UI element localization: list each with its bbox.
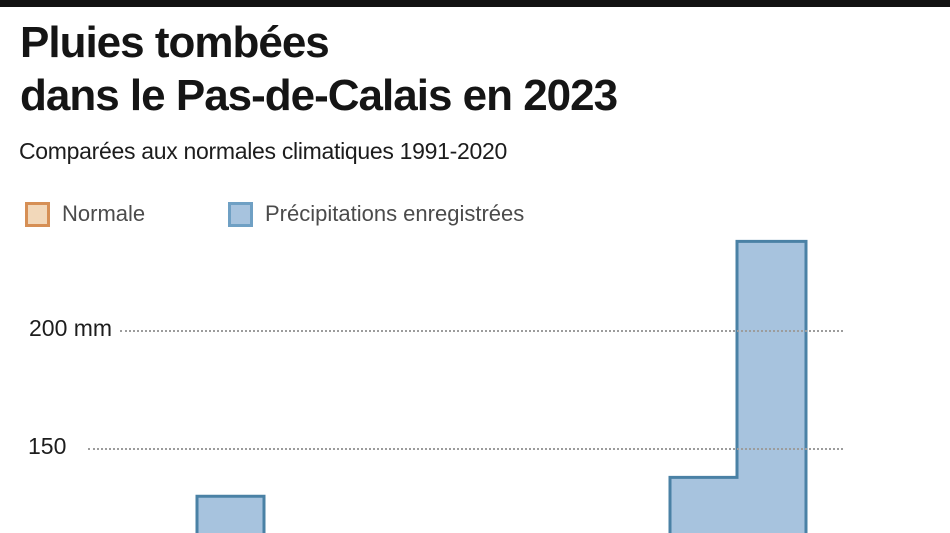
chart-title: Pluies tombées dans le Pas-de-Calais en … [20, 16, 618, 122]
chart-title-line2: dans le Pas-de-Calais en 2023 [20, 71, 618, 120]
y-gridline-150 [88, 448, 843, 450]
chart-subtitle: Comparées aux normales climatiques 1991-… [19, 138, 507, 164]
top-accent-bar [0, 0, 950, 7]
precipitation-segment-left [195, 494, 266, 533]
legend-label-recorded-precipitation: Précipitations enregistrées [265, 201, 525, 226]
chart-title-line1: Pluies tombées [20, 18, 330, 67]
y-gridline-200 [120, 330, 843, 332]
legend-item-normale: Normale [25, 201, 145, 227]
legend-item-recorded-precipitation: Précipitations enregistrées [228, 201, 524, 227]
y-axis-label-200mm: 200 mm [29, 315, 113, 341]
legend-label-normale: Normale [62, 201, 146, 226]
legend-swatch-recorded-precipitation [228, 201, 253, 227]
precipitation-segment-right [668, 239, 808, 533]
legend-swatch-normale [25, 201, 50, 227]
y-axis-label-150: 150 [28, 433, 67, 459]
